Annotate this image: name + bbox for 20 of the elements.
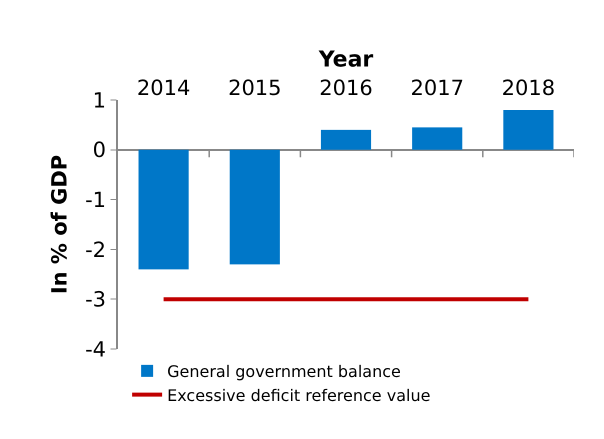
x-tick-label: 2016 bbox=[319, 76, 373, 100]
x-tick-label: 2017 bbox=[410, 76, 464, 100]
bar bbox=[503, 110, 554, 150]
bar bbox=[138, 150, 189, 270]
bar bbox=[320, 130, 372, 150]
legend-label: General government balance bbox=[167, 362, 401, 382]
bar bbox=[412, 127, 462, 150]
bar bbox=[230, 150, 280, 264]
y-tick-label: -4 bbox=[85, 337, 106, 362]
y-axis-title: In % of GDP bbox=[48, 154, 72, 294]
y-tick-label: -1 bbox=[85, 188, 106, 212]
x-tick-label: 2014 bbox=[136, 76, 190, 100]
x-tick-label: 2015 bbox=[228, 76, 282, 100]
y-tick-label: 1 bbox=[92, 88, 106, 112]
y-tick-label: -2 bbox=[85, 238, 106, 262]
legend-label: Excessive deficit reference value bbox=[167, 386, 430, 405]
x-tick-label: 2018 bbox=[502, 76, 556, 100]
y-tick-label: -3 bbox=[85, 288, 106, 312]
x-axis-title: Year bbox=[318, 48, 374, 73]
y-tick-label: 0 bbox=[92, 138, 106, 162]
